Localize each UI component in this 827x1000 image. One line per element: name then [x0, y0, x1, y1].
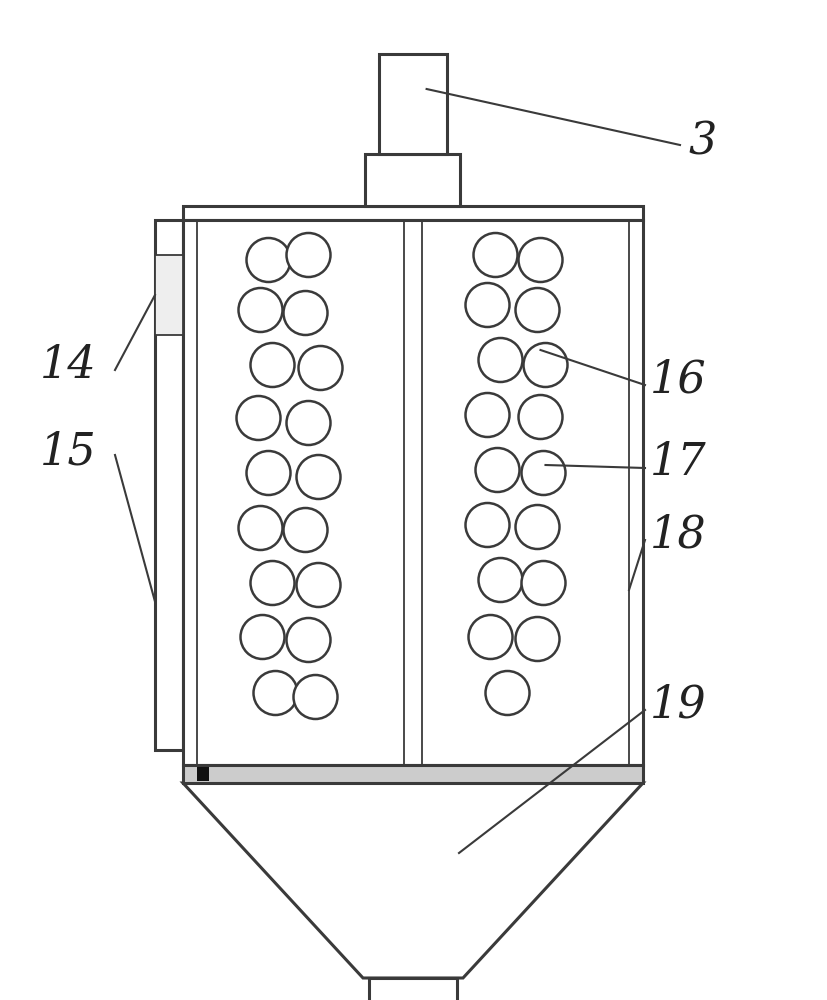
Circle shape	[518, 395, 562, 439]
Circle shape	[468, 615, 512, 659]
Bar	[365, 154, 460, 206]
Circle shape	[283, 508, 327, 552]
Bar	[183, 220, 643, 765]
Circle shape	[521, 451, 565, 495]
Circle shape	[283, 291, 327, 335]
Circle shape	[246, 238, 290, 282]
Circle shape	[286, 401, 330, 445]
Circle shape	[296, 563, 340, 607]
Circle shape	[473, 233, 517, 277]
Polygon shape	[183, 783, 643, 978]
Text: 18: 18	[649, 513, 706, 557]
Circle shape	[515, 617, 559, 661]
Bar	[183, 765, 643, 783]
Circle shape	[299, 346, 342, 390]
Circle shape	[523, 343, 566, 387]
Circle shape	[238, 506, 282, 550]
Circle shape	[485, 671, 528, 715]
Circle shape	[518, 238, 562, 282]
Text: 16: 16	[649, 358, 706, 402]
Text: 3: 3	[687, 120, 715, 164]
Circle shape	[521, 561, 565, 605]
Circle shape	[478, 338, 522, 382]
Circle shape	[246, 451, 290, 495]
Circle shape	[253, 671, 297, 715]
Text: 15: 15	[40, 430, 97, 474]
Text: 17: 17	[649, 440, 706, 484]
Bar	[183, 206, 643, 220]
Circle shape	[478, 558, 522, 602]
Circle shape	[515, 288, 559, 332]
Bar	[155, 220, 183, 750]
Circle shape	[465, 503, 509, 547]
Circle shape	[251, 561, 294, 605]
Bar	[379, 54, 447, 154]
Circle shape	[465, 283, 509, 327]
Circle shape	[475, 448, 519, 492]
Text: 19: 19	[649, 683, 706, 727]
Circle shape	[240, 615, 284, 659]
Circle shape	[238, 288, 282, 332]
Circle shape	[286, 233, 330, 277]
Circle shape	[465, 393, 509, 437]
Bar	[369, 978, 457, 1000]
Circle shape	[515, 505, 559, 549]
Circle shape	[251, 343, 294, 387]
Bar	[155, 255, 183, 335]
Bar	[197, 767, 208, 781]
Circle shape	[237, 396, 280, 440]
Circle shape	[296, 455, 340, 499]
Circle shape	[293, 675, 337, 719]
Text: 14: 14	[40, 343, 97, 387]
Circle shape	[286, 618, 330, 662]
